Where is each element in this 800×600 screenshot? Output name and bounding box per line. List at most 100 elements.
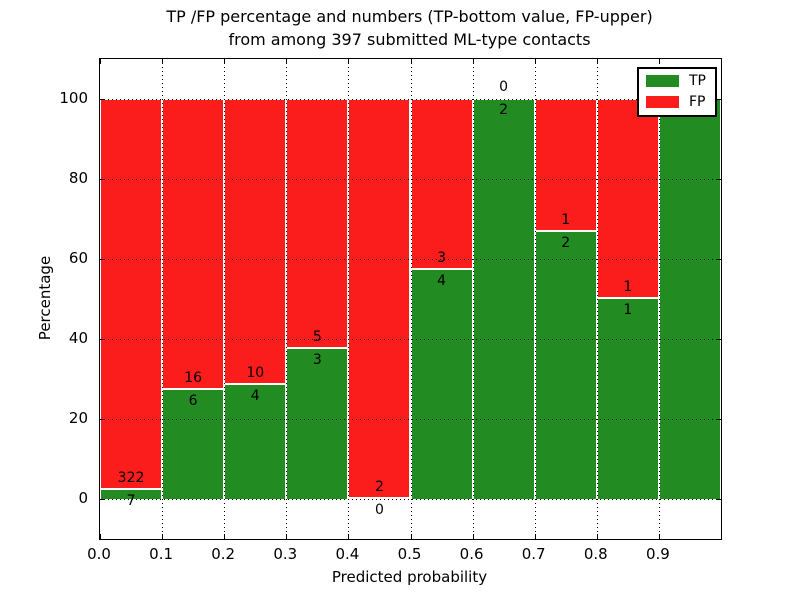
x-tick-mark bbox=[534, 59, 536, 64]
bar-tp-segment bbox=[658, 99, 721, 499]
x-tick-mark bbox=[658, 59, 660, 64]
fp-count-label: 10 bbox=[246, 364, 265, 381]
vertical-gridline bbox=[348, 59, 350, 539]
chart-title-line2: from among 397 submitted ML-type contact… bbox=[228, 30, 591, 49]
bar-fp-segment bbox=[286, 99, 349, 349]
fp-color-swatch bbox=[646, 96, 679, 108]
bar-tp-segment bbox=[596, 299, 659, 499]
x-tick-label: 0.1 bbox=[149, 545, 174, 563]
fp-count-label: 0 bbox=[499, 79, 509, 95]
bar-fp-segment bbox=[348, 99, 411, 499]
x-tick-label: 0.4 bbox=[335, 545, 360, 563]
y-tick-label: 40 bbox=[68, 329, 88, 347]
bar-tp-segment bbox=[100, 490, 163, 499]
bar-tp-segment bbox=[286, 349, 349, 499]
x-tick-mark bbox=[472, 59, 474, 64]
y-tick-label: 20 bbox=[68, 409, 88, 427]
x-tick-mark bbox=[596, 534, 598, 539]
tp-count-label: 2 bbox=[561, 235, 571, 252]
legend-label-fp: FP bbox=[689, 94, 706, 110]
legend-label-tp: TP bbox=[689, 73, 706, 89]
y-tick-label: 60 bbox=[68, 249, 88, 267]
fp-count-label: 16 bbox=[184, 369, 203, 386]
y-tick-label: 0 bbox=[78, 489, 88, 507]
bar-tp-segment bbox=[472, 99, 535, 499]
vertical-gridline bbox=[534, 59, 536, 539]
plot-area: TP FP 322716610453203402121108 bbox=[99, 58, 722, 540]
x-tick-mark bbox=[162, 59, 164, 64]
x-tick-mark bbox=[596, 59, 598, 64]
y-tick-mark bbox=[100, 499, 105, 500]
tp-count-label: 3 bbox=[312, 352, 322, 368]
y-tick-mark bbox=[716, 99, 721, 100]
y-tick-label: 80 bbox=[68, 169, 88, 187]
x-tick-mark bbox=[100, 534, 101, 539]
x-tick-label: 0.7 bbox=[521, 545, 546, 563]
tp-count-label: 4 bbox=[250, 387, 260, 404]
x-tick-mark bbox=[472, 534, 474, 539]
vertical-gridline bbox=[472, 59, 474, 539]
y-tick-mark bbox=[716, 419, 721, 420]
bar-tp-segment bbox=[224, 384, 287, 499]
vertical-gridline bbox=[596, 59, 598, 539]
vertical-gridline bbox=[224, 59, 226, 539]
chart-title-line1: TP /FP percentage and numbers (TP-bottom… bbox=[166, 7, 653, 26]
tp-color-swatch bbox=[646, 75, 679, 87]
tp-count-label: 0 bbox=[374, 502, 384, 518]
x-tick-mark bbox=[534, 534, 536, 539]
x-tick-mark bbox=[224, 59, 226, 64]
y-tick-mark bbox=[100, 179, 105, 180]
x-tick-label: 0.0 bbox=[87, 545, 111, 563]
bar-tp-segment bbox=[410, 270, 473, 499]
x-tick-label: 0.3 bbox=[273, 545, 298, 563]
x-tick-mark bbox=[410, 534, 412, 539]
x-tick-mark bbox=[286, 534, 288, 539]
y-tick-mark bbox=[100, 259, 105, 260]
vertical-gridline bbox=[658, 59, 660, 539]
legend-item-tp: TP bbox=[646, 74, 706, 88]
y-tick-mark bbox=[100, 339, 105, 340]
x-tick-mark bbox=[286, 59, 288, 64]
x-tick-mark bbox=[410, 59, 412, 64]
x-tick-mark bbox=[348, 534, 350, 539]
bar-fp-segment bbox=[224, 99, 287, 385]
fp-count-label: 5 bbox=[312, 329, 322, 345]
x-tick-mark bbox=[348, 59, 350, 64]
tp-count-label: 1 bbox=[623, 302, 633, 318]
y-tick-label: 100 bbox=[59, 89, 88, 107]
x-tick-label: 0.9 bbox=[645, 545, 670, 563]
vertical-gridline bbox=[286, 59, 288, 539]
bar-fp-segment bbox=[596, 99, 659, 299]
x-axis-title: Predicted probability bbox=[331, 568, 488, 586]
tp-count-label: 6 bbox=[188, 392, 198, 409]
vertical-gridline bbox=[410, 59, 412, 539]
x-tick-mark bbox=[162, 534, 164, 539]
bar-fp-segment bbox=[162, 99, 225, 390]
y-tick-mark bbox=[716, 339, 721, 340]
fp-count-label: 1 bbox=[623, 279, 633, 295]
x-tick-mark bbox=[224, 534, 226, 539]
x-tick-label: 0.6 bbox=[459, 545, 484, 563]
x-tick-label: 0.5 bbox=[397, 545, 422, 563]
bar-tp-segment bbox=[534, 232, 597, 499]
y-axis-title: Percentage bbox=[36, 255, 54, 341]
tp-count-label: 7 bbox=[126, 493, 136, 510]
bar-fp-segment bbox=[100, 99, 163, 491]
x-tick-label: 0.2 bbox=[211, 545, 236, 563]
y-tick-mark bbox=[716, 179, 721, 180]
y-tick-mark bbox=[100, 99, 105, 100]
fp-count-label: 322 bbox=[117, 470, 145, 487]
bar-fp-segment bbox=[410, 99, 473, 271]
tp-count-label: 4 bbox=[437, 273, 446, 290]
legend: TP FP bbox=[637, 67, 717, 117]
vertical-gridline bbox=[162, 59, 164, 539]
fp-count-label: 2 bbox=[374, 479, 384, 495]
x-tick-label: 0.8 bbox=[583, 545, 608, 563]
chart-title: TP /FP percentage and numbers (TP-bottom… bbox=[99, 5, 720, 51]
x-tick-mark bbox=[658, 534, 660, 539]
x-tick-mark bbox=[100, 59, 101, 64]
y-tick-mark bbox=[716, 499, 721, 500]
fp-count-label: 1 bbox=[561, 212, 571, 229]
y-tick-mark bbox=[716, 259, 721, 260]
legend-item-fp: FP bbox=[646, 95, 706, 109]
